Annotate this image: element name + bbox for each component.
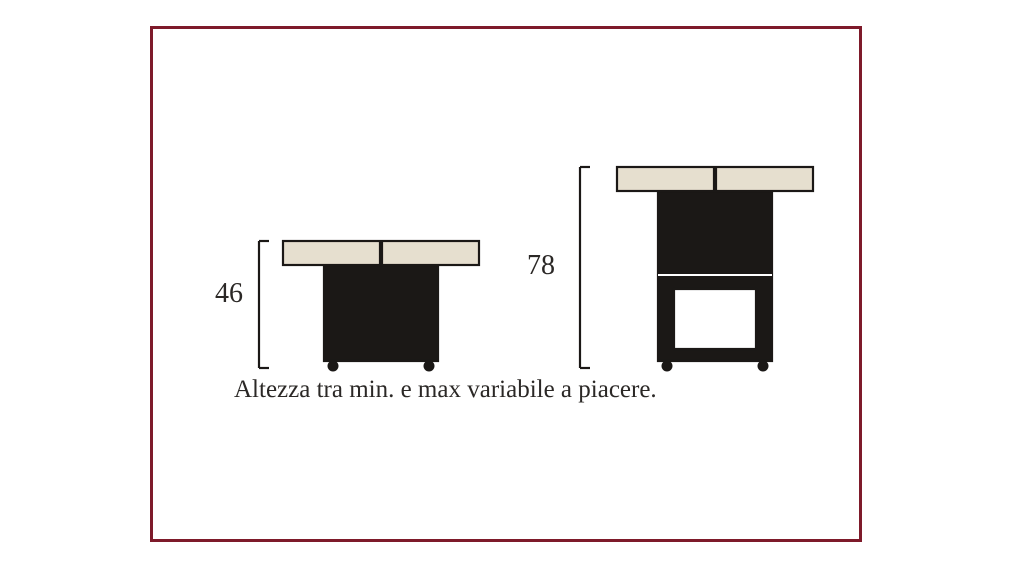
dimension-label-low: 46 [215,278,243,310]
diagram-svg [0,0,1009,568]
caption-text: Altezza tra min. e max variabile a piace… [234,376,657,404]
diagram-stage: 46 78 Altezza tra min. e max variabile a… [0,0,1009,568]
dimension-label-high: 78 [527,250,555,282]
